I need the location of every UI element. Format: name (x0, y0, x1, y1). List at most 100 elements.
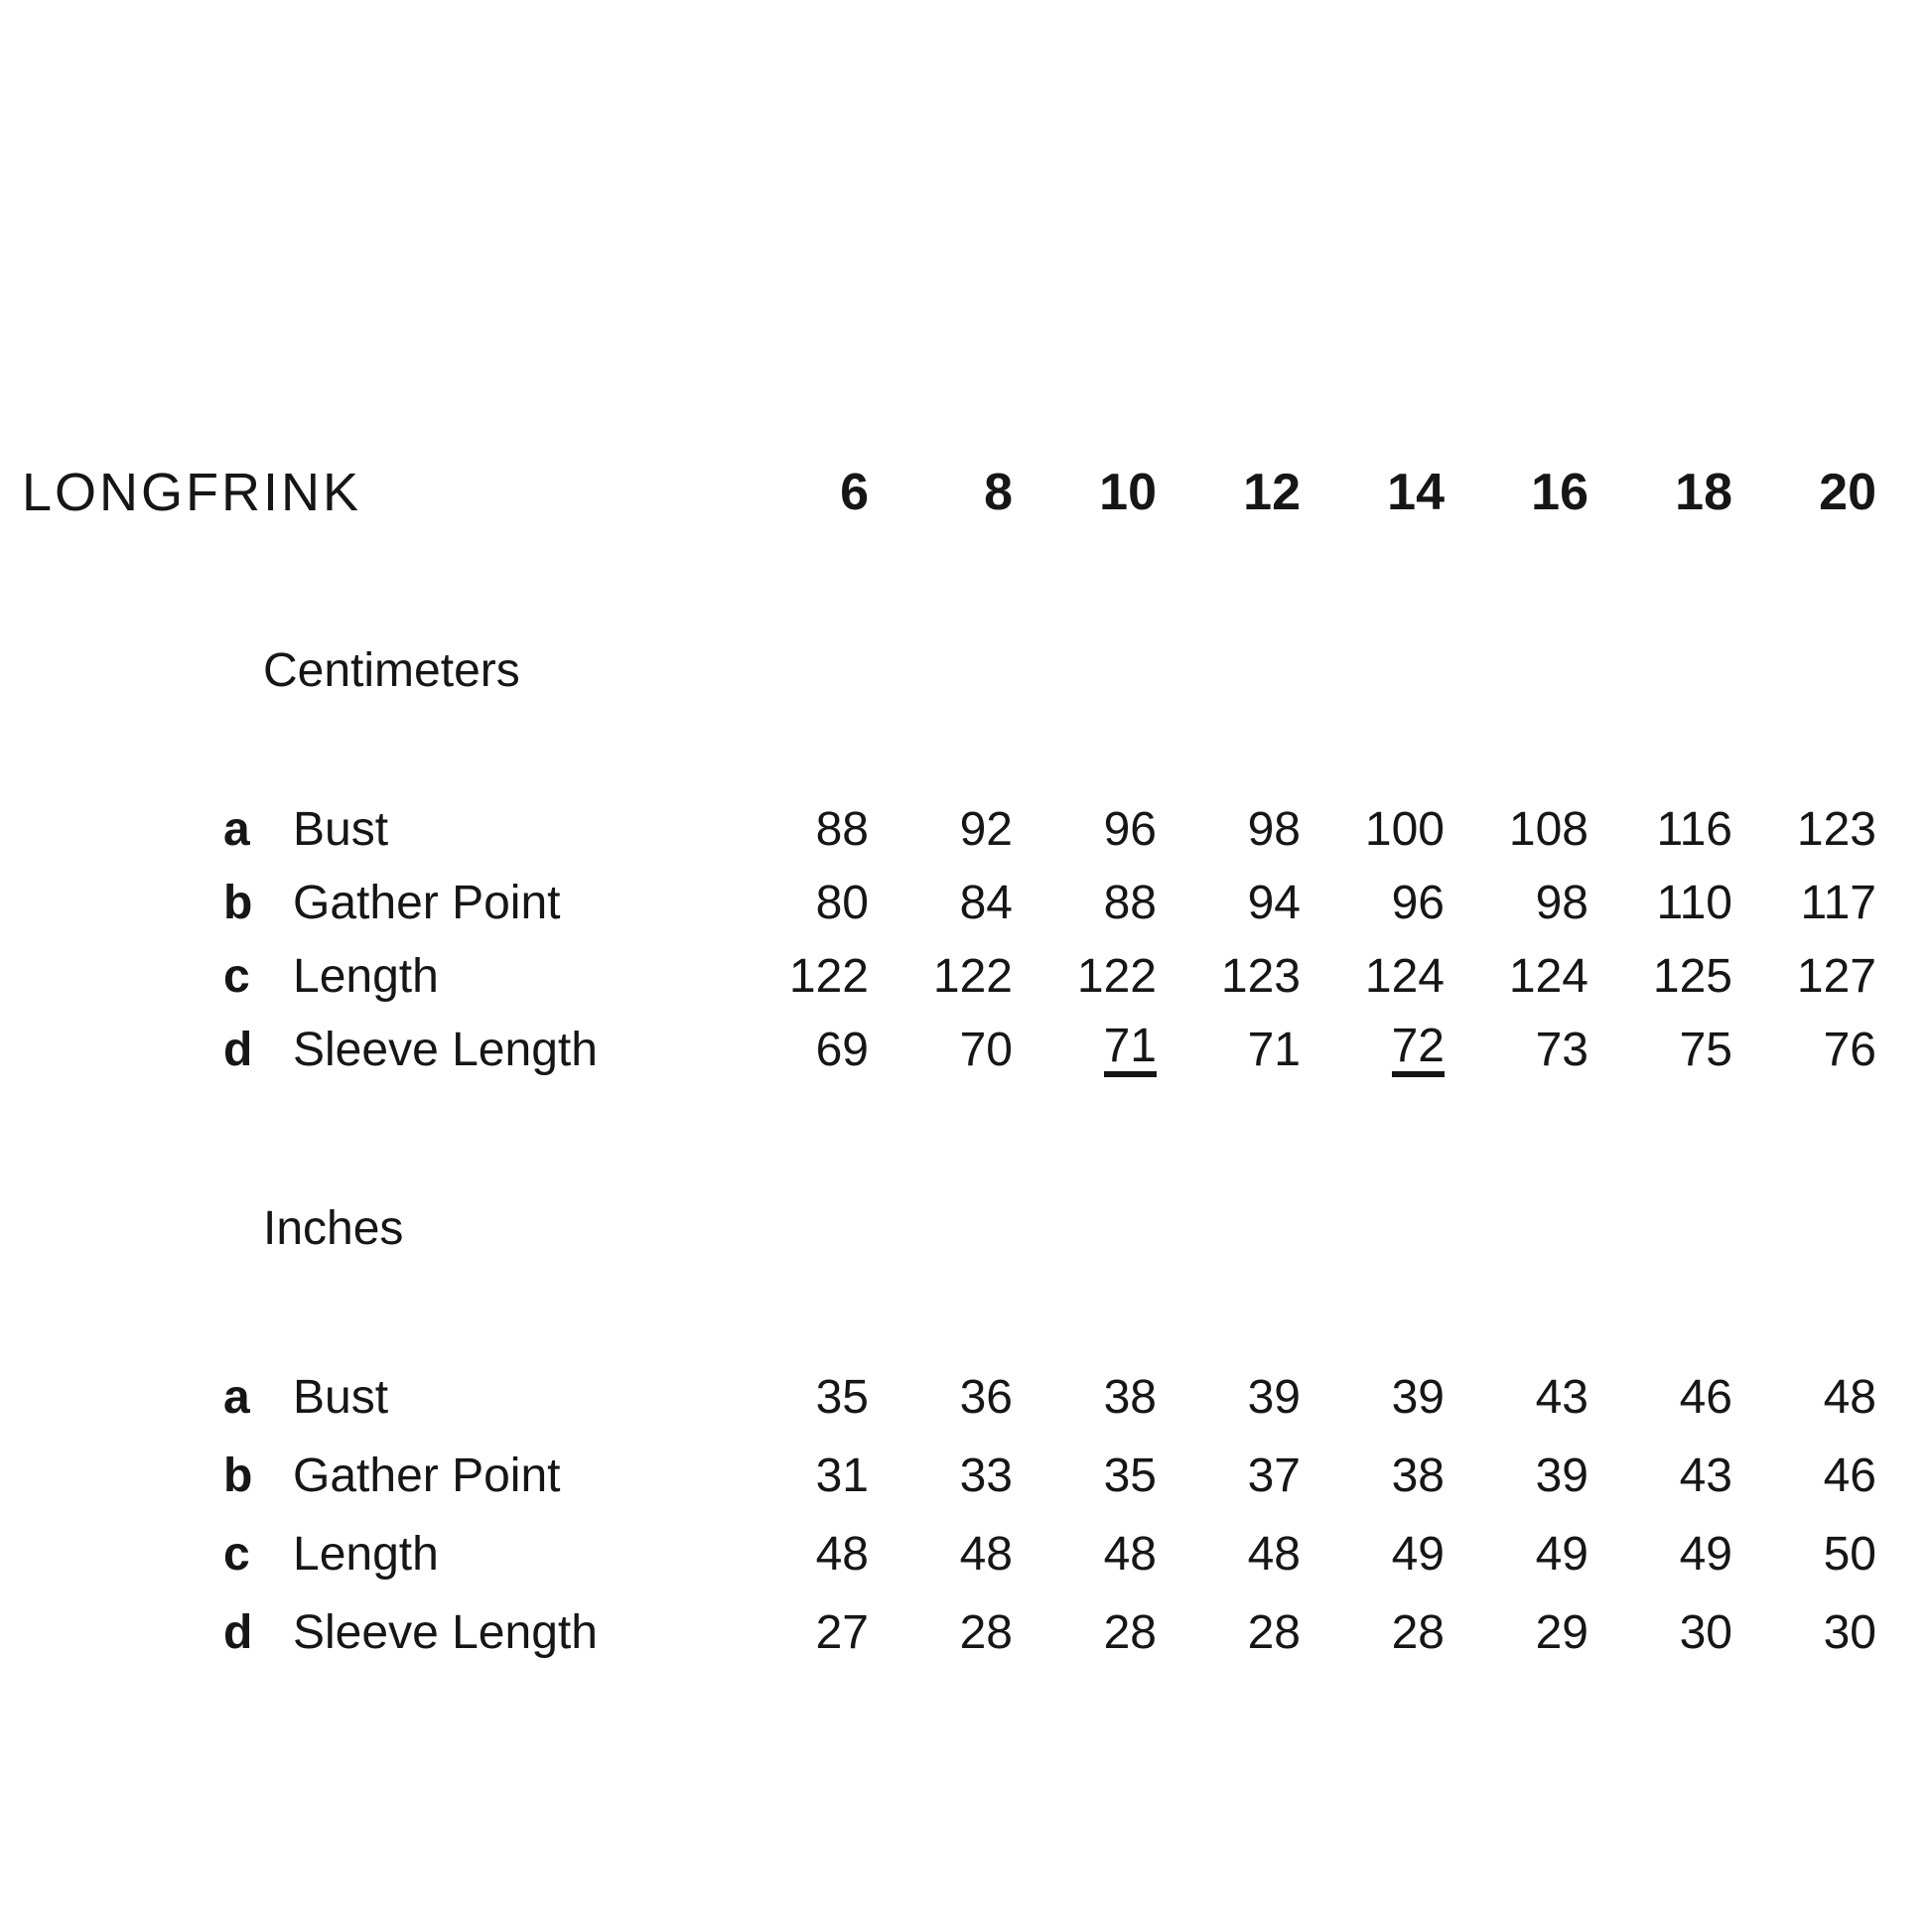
value-text: 98 (1535, 876, 1588, 929)
value-text: 92 (959, 802, 1013, 856)
value-text: 28 (1247, 1606, 1301, 1659)
size-value: 30 (1588, 1593, 1732, 1672)
size-value: 117 (1732, 866, 1876, 939)
size-value: 28 (1157, 1593, 1301, 1672)
size-column-header: 6 (840, 464, 869, 521)
value-text: 35 (815, 1371, 869, 1424)
value-text: 43 (1535, 1371, 1588, 1424)
size-column-header: 12 (1243, 464, 1301, 521)
row-label: Bust (293, 1371, 389, 1424)
value-text: 46 (1823, 1449, 1876, 1502)
row-letter: a (223, 802, 250, 856)
value-text: 30 (1679, 1606, 1732, 1659)
size-value: 73 (1445, 1013, 1588, 1086)
size-value: 38 (1301, 1437, 1445, 1515)
chart-title: LONGFRINK (22, 463, 362, 522)
value-text: 88 (815, 802, 869, 856)
row-label: Length (293, 949, 439, 1003)
size-value: 46 (1588, 1358, 1732, 1437)
value-text: 38 (1391, 1449, 1445, 1502)
value-text: 88 (1103, 876, 1157, 929)
size-value: 28 (1301, 1593, 1445, 1672)
value-text: 49 (1391, 1528, 1445, 1581)
size-header-spacer-letter (223, 465, 293, 520)
value-text: 108 (1508, 802, 1588, 856)
size-value: 36 (869, 1358, 1013, 1437)
size-value: 124 (1445, 939, 1588, 1013)
value-text: 36 (959, 1371, 1013, 1424)
size-value: 100 (1301, 792, 1445, 866)
size-value: 43 (1588, 1437, 1732, 1515)
value-text: 28 (1103, 1606, 1157, 1659)
value-text: 110 (1656, 876, 1732, 929)
value-text: 28 (1391, 1606, 1445, 1659)
size-column-header: 14 (1387, 464, 1445, 521)
size-value: 33 (869, 1437, 1013, 1515)
value-text: 122 (932, 949, 1013, 1003)
size-value: 84 (869, 866, 1013, 939)
value-text: 48 (959, 1528, 1013, 1581)
row-letter: c (223, 949, 250, 1003)
size-value: 43 (1445, 1358, 1588, 1437)
size-value: 98 (1445, 866, 1588, 939)
row-label: Length (293, 1528, 439, 1581)
value-text: 27 (815, 1606, 869, 1659)
size-value: 48 (1732, 1358, 1876, 1437)
size-value: 122 (725, 939, 869, 1013)
size-value: 110 (1588, 866, 1732, 939)
value-text: 39 (1247, 1371, 1301, 1424)
value-text: 49 (1535, 1528, 1588, 1581)
value-text: 117 (1800, 876, 1876, 929)
size-value: 49 (1445, 1515, 1588, 1593)
value-text: 43 (1679, 1449, 1732, 1502)
value-text: 35 (1103, 1449, 1157, 1502)
size-value: 123 (1732, 792, 1876, 866)
size-value: 28 (869, 1593, 1013, 1672)
size-value: 39 (1157, 1358, 1301, 1437)
value-text: 76 (1823, 1023, 1876, 1076)
size-value: 35 (1013, 1437, 1157, 1515)
row-letter: c (223, 1528, 250, 1581)
value-text: 39 (1391, 1371, 1445, 1424)
section-heading-inches: Inches (263, 1202, 404, 1255)
size-value: 38 (1013, 1358, 1157, 1437)
value-text: 73 (1535, 1023, 1588, 1076)
value-text: 50 (1823, 1528, 1876, 1581)
value-text: 84 (959, 876, 1013, 929)
size-value: 122 (1013, 939, 1157, 1013)
size-value: 31 (725, 1437, 869, 1515)
size-header-spacer-label (293, 465, 725, 520)
size-value: 96 (1301, 866, 1445, 939)
size-value: 70 (869, 1013, 1013, 1086)
centimeters-table: a Bust 88 92 96 98 100 108 116 123 b Gather Point 80… (223, 792, 1876, 1086)
value-text: 116 (1656, 802, 1732, 856)
value-text: 48 (1823, 1371, 1876, 1424)
value-text: 96 (1391, 876, 1445, 929)
row-label: Gather Point (293, 876, 561, 929)
value-text: 46 (1679, 1371, 1732, 1424)
value-text: 71 (1247, 1023, 1301, 1076)
size-value: 71 (1157, 1013, 1301, 1086)
value-text: 33 (959, 1449, 1013, 1502)
value-text: 49 (1679, 1528, 1732, 1581)
size-value: 30 (1732, 1593, 1876, 1672)
value-text: 100 (1364, 802, 1445, 856)
size-value: 92 (869, 792, 1013, 866)
size-value: 127 (1732, 939, 1876, 1013)
size-value: 48 (725, 1515, 869, 1593)
size-value: 39 (1445, 1437, 1588, 1515)
size-value: 76 (1732, 1013, 1876, 1086)
value-text: 38 (1103, 1371, 1157, 1424)
size-value: 98 (1157, 792, 1301, 866)
value-text: 31 (815, 1449, 869, 1502)
size-value: 49 (1588, 1515, 1732, 1593)
size-value: 125 (1588, 939, 1732, 1013)
value-text: 48 (1103, 1528, 1157, 1581)
size-column-header: 20 (1819, 464, 1876, 521)
size-value: 29 (1445, 1593, 1588, 1672)
size-header-row: 6 8 10 12 14 16 18 20 (223, 465, 1876, 520)
value-text: 123 (1796, 802, 1876, 856)
underlined-value: 71 (1103, 1022, 1157, 1077)
size-value: 27 (725, 1593, 869, 1672)
size-value: 46 (1732, 1437, 1876, 1515)
